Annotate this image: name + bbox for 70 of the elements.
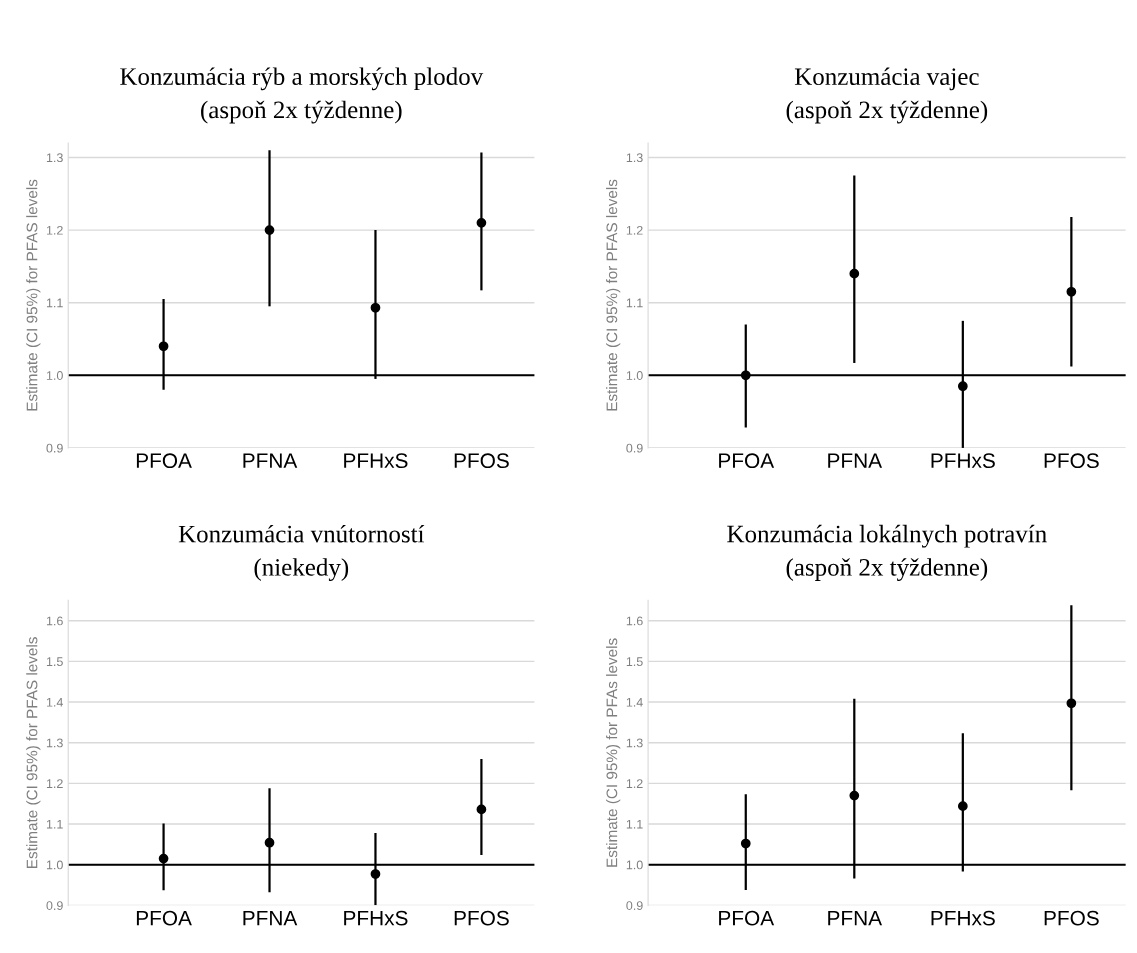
y-axis-title: Estimate (CI 95%) for PFAS levels — [26, 637, 41, 868]
chart-subtitle: (aspoň 2x týždenne) — [201, 100, 402, 124]
y-tick-label: 1.4 — [626, 697, 643, 707]
y-tick-label: 1.4 — [46, 697, 63, 707]
chart-title: Konzumácia lokálnych potravín — [727, 524, 1047, 548]
y-axis-title: Estimate (CI 95%) for PFAS levels — [606, 179, 621, 411]
chart-subtitle: (aspoň 2x týždenne) — [786, 100, 988, 124]
y-tick-label: 1.2 — [626, 225, 643, 235]
y-tick-label: 1.0 — [46, 860, 63, 870]
y-tick-label: 1.2 — [626, 779, 643, 788]
x-tick-label: PFOS — [454, 453, 509, 469]
y-tick-label: 0.9 — [626, 901, 643, 910]
x-tick-label: PFOS — [1044, 453, 1099, 469]
point — [740, 838, 751, 849]
point — [158, 341, 169, 352]
x-tick-label: PFOA — [136, 910, 192, 926]
x-tick-label: PFNA — [828, 453, 883, 468]
point — [1066, 286, 1077, 297]
y-tick-label: 1.1 — [46, 298, 63, 308]
point — [264, 225, 275, 235]
point — [264, 837, 275, 848]
x-tick-label: PFOS — [454, 910, 509, 926]
chart-subtitle: (aspoň 2x týždenne) — [786, 558, 988, 581]
x-tick-label: PFOA — [719, 453, 775, 469]
x-tick-label: PFHxS — [344, 453, 408, 469]
chart-title: Konzumácia vnútorností — [178, 524, 425, 543]
y-tick-label: 1.0 — [626, 860, 643, 870]
point — [849, 268, 860, 279]
y-tick-label: 0.9 — [626, 443, 643, 453]
x-tick-label: PFOA — [136, 453, 192, 469]
point — [370, 869, 381, 879]
x-tick-label: PFNA — [828, 910, 883, 926]
y-tick-label: 1.3 — [626, 738, 643, 748]
y-tick-label: 1.1 — [626, 819, 643, 829]
y-tick-label: 1.3 — [626, 153, 643, 163]
point — [370, 302, 381, 313]
point — [957, 381, 968, 392]
chart-title: Konzumácia vajec — [794, 67, 979, 91]
y-tick-label: 0.9 — [46, 901, 63, 910]
y-tick-label: 1.1 — [626, 298, 643, 308]
x-tick-label: PFHxS — [931, 453, 995, 469]
y-tick-label: 1.0 — [46, 371, 63, 380]
chart-title: Konzumácia rýb a morských plodov — [120, 67, 484, 91]
point — [476, 804, 487, 815]
x-tick-label: PFNA — [243, 453, 298, 468]
point — [957, 801, 968, 811]
y-tick-label: 1.6 — [46, 616, 63, 626]
y-tick-label: 1.2 — [46, 779, 63, 788]
point — [1066, 698, 1077, 709]
y-tick-label: 1.3 — [46, 738, 63, 748]
y-tick-label: 1.0 — [626, 371, 643, 380]
y-tick-label: 1.2 — [46, 225, 63, 235]
y-tick-label: 0.9 — [46, 443, 63, 453]
x-tick-label: PFHxS — [344, 910, 408, 926]
y-tick-label: 1.1 — [46, 819, 63, 829]
point — [476, 217, 487, 228]
x-tick-label: PFOS — [1044, 910, 1099, 926]
y-tick-label: 1.5 — [46, 657, 63, 667]
y-tick-label: 1.6 — [626, 616, 643, 626]
point — [158, 853, 169, 864]
y-axis-title: Estimate (CI 95%) for PFAS levels — [26, 179, 41, 411]
y-tick-label: 1.5 — [626, 657, 643, 667]
x-tick-label: PFOA — [719, 910, 775, 926]
chart-subtitle: (niekedy) — [254, 558, 349, 581]
point — [740, 370, 751, 381]
y-tick-label: 1.3 — [46, 153, 63, 163]
x-tick-label: PFHxS — [931, 910, 995, 926]
y-axis-title: Estimate (CI 95%) for PFAs levels — [606, 638, 621, 867]
point — [849, 790, 860, 801]
x-tick-label: PFNA — [243, 910, 298, 926]
